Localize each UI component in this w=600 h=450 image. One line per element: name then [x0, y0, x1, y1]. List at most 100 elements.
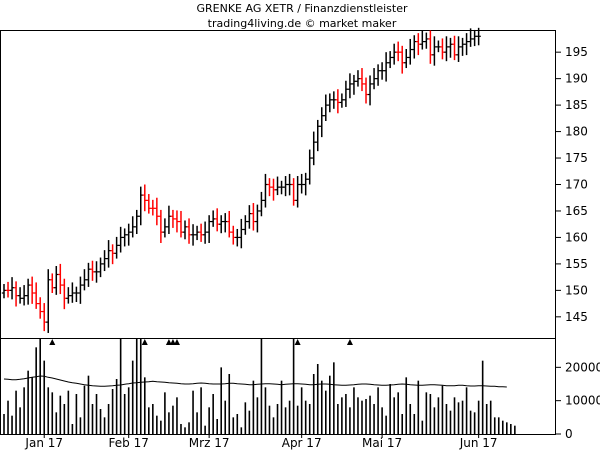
ohlc-bar	[383, 52, 389, 82]
price-tick-label: 170	[565, 178, 588, 192]
ohlc-bar	[13, 281, 19, 307]
ohlc-bar	[351, 74, 357, 95]
ohlc-bar	[25, 278, 31, 305]
ohlc-bar	[335, 89, 341, 114]
ohlc-bar	[42, 303, 47, 332]
ohlc-bar	[391, 43, 397, 65]
ohlc-bar	[170, 209, 176, 228]
ohlc-bar	[420, 31, 425, 50]
ohlc-bar	[299, 173, 304, 194]
price-tick-label: 185	[565, 98, 588, 112]
ohlc-bar	[166, 205, 172, 234]
ohlc-bars	[1, 27, 481, 333]
ohlc-bar	[428, 30, 433, 64]
ohlc-bar	[476, 27, 481, 46]
ohlc-bar	[38, 297, 43, 319]
ohlc-bar	[243, 215, 248, 235]
date-tick-label: Jan 17	[24, 436, 63, 450]
chart-subtitle: trading4living.de © market maker	[208, 17, 397, 30]
ohlc-bar	[400, 45, 405, 74]
volume-overflow-arrow	[141, 339, 148, 345]
ohlc-bar	[355, 70, 361, 87]
ohlc-bar	[86, 262, 91, 287]
ohlc-bar	[46, 269, 51, 333]
ohlc-bar	[154, 197, 160, 226]
ohlc-bar	[375, 64, 381, 86]
ohlc-bar	[359, 68, 365, 92]
ohlc-bar	[315, 119, 320, 152]
ohlc-bar	[259, 191, 264, 217]
ohlc-bar	[472, 29, 477, 47]
ohlc-bar	[231, 225, 236, 245]
date-tick-label: Mrz 17	[189, 436, 230, 450]
ohlc-bar	[339, 93, 345, 108]
ohlc-bar	[9, 277, 15, 300]
price-tick-label: 160	[565, 230, 588, 244]
price-tick-label: 155	[565, 257, 588, 271]
price-tick-label: 190	[565, 72, 588, 86]
ohlc-bar	[214, 208, 220, 232]
ohlc-bar	[331, 91, 337, 109]
ohlc-bar	[323, 94, 328, 121]
ohlc-bar	[146, 194, 152, 214]
ohlc-bar	[17, 287, 23, 304]
volume-bars	[3, 339, 516, 434]
ohlc-bar	[416, 33, 421, 56]
ohlc-bar	[311, 131, 316, 166]
ohlc-bar	[102, 250, 107, 272]
ohlc-bar	[130, 216, 135, 238]
ohlc-bar	[440, 38, 445, 60]
ohlc-bar	[263, 173, 268, 208]
ohlc-bar	[219, 215, 224, 234]
ohlc-bar	[251, 203, 256, 231]
ohlc-bar	[158, 209, 164, 243]
ohlc-bar	[202, 221, 208, 244]
ohlc-bar	[126, 223, 131, 246]
volume-tick-label: 20000	[565, 360, 600, 374]
ohlc-bar	[448, 37, 453, 58]
ohlc-bar	[190, 224, 196, 246]
date-axis: Jan 17 Feb 17 Mrz 17 Apr 17 Mai 17 Jun 17	[24, 434, 498, 450]
date-tick-label: Jun 17	[459, 436, 498, 450]
volume-axis: 0 10000 20000	[556, 360, 600, 441]
ohlc-bar	[235, 228, 240, 247]
ohlc-bar	[90, 260, 95, 281]
ohlc-bar	[379, 62, 385, 80]
ohlc-bar	[54, 266, 59, 295]
ohlc-bar	[106, 240, 111, 268]
date-tick-label: Mai 17	[362, 436, 402, 450]
price-tick-label: 175	[565, 151, 588, 165]
ohlc-bar	[110, 244, 115, 265]
ohlc-bar	[142, 184, 147, 212]
ohlc-bar	[210, 210, 216, 227]
volume-panel-frame	[0, 338, 556, 435]
ohlc-bar	[371, 68, 377, 90]
ohlc-bar	[198, 223, 204, 242]
ohlc-bar	[239, 218, 244, 249]
ohlc-bar	[464, 33, 469, 56]
ohlc-bar	[283, 176, 288, 197]
ohlc-bar	[150, 199, 156, 216]
ohlc-bar	[162, 218, 168, 238]
ohlc-bar	[271, 178, 276, 201]
ohlc-bar	[21, 285, 27, 306]
ohlc-bar	[66, 287, 71, 304]
ohlc-bar	[94, 261, 99, 283]
ohlc-bar	[367, 75, 373, 106]
ohlc-bar	[1, 284, 7, 299]
ohlc-bar	[174, 210, 180, 233]
ohlc-bar	[78, 276, 83, 304]
volume-tick-label: 10000	[565, 394, 600, 408]
volume-overflow-arrow	[49, 339, 56, 345]
ohlc-bar	[29, 276, 35, 304]
ohlc-bar	[424, 32, 429, 49]
ohlc-bar	[227, 210, 232, 238]
ohlc-bar	[432, 36, 437, 66]
ohlc-bar	[98, 257, 103, 278]
volume-overflow-arrow	[173, 339, 180, 345]
ohlc-bar	[287, 173, 292, 196]
ohlc-bar	[291, 178, 296, 206]
ohlc-bar	[275, 176, 280, 196]
ohlc-bar	[5, 281, 11, 298]
price-axis: 145 150 155 160 165 170 175 180 185 190 195	[556, 45, 588, 324]
